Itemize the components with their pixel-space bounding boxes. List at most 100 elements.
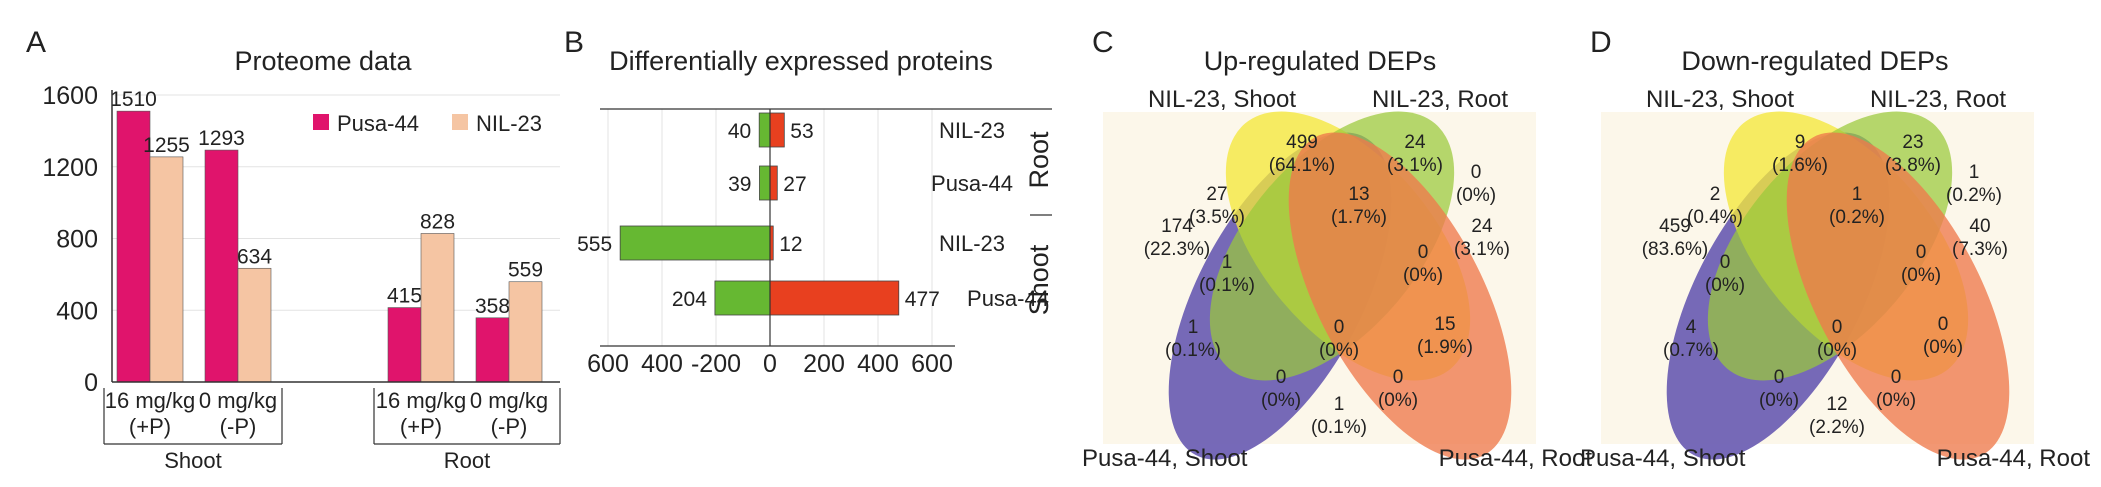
venn-region-count: 24 [1404,132,1426,153]
bar-pusa-44 [475,317,510,383]
x-category-label: 0 mg/kg [199,388,277,413]
y-tick-label: 800 [56,226,98,254]
ellipse-pusa-44-root [1288,132,1512,460]
panel-d-letter: D [1590,26,1612,59]
panel-c-title: Up-regulated DEPs [1204,46,1437,76]
x-tick-label: 600 [587,350,629,378]
venn-region-percent: (0%) [1705,275,1745,296]
venn-region-percent: (7.3%) [1952,239,2008,260]
x-tick-label: 400 [857,350,899,378]
venn-region-percent: (0%) [1456,185,1496,206]
venn-region-percent: (64.1%) [1269,155,1336,176]
y-tick-label: 0 [84,369,98,397]
panel-a-letter: A [26,26,46,59]
venn-region-percent: (3.1%) [1387,155,1443,176]
x-tick-label: 0 [763,350,777,378]
venn-region-percent: (0%) [1876,390,1916,411]
venn-region-count: 1 [1334,394,1345,415]
venn-region-percent: (0.1%) [1165,340,1221,361]
legend-label-nil-23: NIL-23 [476,111,542,136]
legend-swatch-pusa-44 [313,114,329,130]
venn-region-count: 499 [1286,132,1318,153]
venn-region-count: 1 [1969,162,1980,183]
venn-region-count: 0 [1471,162,1482,183]
venn-region-percent: (1.7%) [1331,207,1387,228]
bar-value-label: 1255 [143,134,190,157]
venn-region-percent: (0.4%) [1687,207,1743,228]
category-label: NIL-23 [939,118,1005,143]
bar-nil-23 [420,233,455,383]
venn-region-count: 0 [1774,367,1785,388]
venn-region-percent: (0.2%) [1829,207,1885,228]
set-label: NIL-23, Shoot [1646,86,1794,113]
bar-value-label: 39 [728,173,751,196]
venn-region-count: 0 [1832,317,1843,338]
venn-region-percent: (0%) [1378,390,1418,411]
venn-region-count: 1 [1188,317,1199,338]
venn-region-percent: (0%) [1403,265,1443,286]
category-label: Pusa-44 [967,286,1049,311]
x-category-label: (+P) [400,414,442,439]
venn-region-percent: (3.1%) [1454,239,1510,260]
venn-region-percent: (0%) [1759,390,1799,411]
venn-region-percent: (0.1%) [1199,275,1255,296]
panel-a-title: Proteome data [234,46,412,76]
bar-value-label: 12 [779,233,802,256]
x-category-label: 16 mg/kg [105,388,196,413]
venn-region-percent: (1.6%) [1772,155,1828,176]
panel-b: B Differentially expressed proteins 40 53… [564,26,1054,378]
x-category-label: (-P) [220,414,257,439]
venn-region-percent: (83.6%) [1642,239,1709,260]
venn-region-count: 0 [1938,314,1949,335]
group-label: Root [1024,131,1054,189]
x-category-label: (+P) [129,414,171,439]
y-tick-label: 400 [56,297,98,325]
venn-region-percent: (0%) [1923,337,1963,358]
set-label: NIL-23, Root [1372,86,1508,113]
bar-positive [769,165,778,201]
category-label: Pusa-44 [931,171,1013,196]
panel-a-bars: 1510 1293 415 358 1255 634 828 559 [110,88,543,383]
x-tick-label: -200 [691,350,741,378]
legend-label-pusa-44: Pusa-44 [337,111,419,136]
bar-value-label: 53 [790,120,813,143]
bar-nil-23 [237,267,272,383]
bar-value-label: 477 [905,288,940,311]
bar-value-label: 559 [508,259,543,282]
x-category-label: (-P) [491,414,528,439]
bar-value-label: 1510 [110,88,157,111]
x-tick-label: 600 [911,350,953,378]
venn-region-count: 4 [1686,317,1697,338]
bar-nil-23 [149,156,184,383]
bar-nil-23 [508,281,543,383]
panel-d: D Down-regulated DEPs NIL-23, Shoot NIL-2… [1580,26,2090,472]
venn-region-percent: (0%) [1319,340,1359,361]
ellipse-pusa-44-root [1786,132,2010,460]
bar-value-label: 1293 [198,127,245,150]
panel-b-letter: B [564,26,584,59]
venn-region-percent: (22.3%) [1144,239,1211,260]
bar-value-label: 27 [783,173,806,196]
panel-b-bars: 40 53 39 27 555 12 204 477 [577,112,940,316]
panel-b-axes: 600 400 -200 0 200 400 600 NIL-23 Pusa-44 NIL-23 P… [587,108,1054,378]
venn-region-percent: (0.2%) [1946,185,2002,206]
bar-value-label: 828 [420,210,455,233]
x-category-label: 0 mg/kg [470,388,548,413]
venn-region-count: 12 [1826,394,1847,415]
venn-region-count: 24 [1471,216,1493,237]
panel-a: A Proteome data 1510 1293 415 358 1255 634 828… [26,26,561,473]
set-label: NIL-23, Shoot [1148,86,1296,113]
panel-a-legend: Pusa-44 NIL-23 [313,111,542,136]
set-label: Pusa-44, Shoot [1580,445,1746,472]
venn-region-count: 0 [1276,367,1287,388]
set-label: Pusa-44, Shoot [1082,445,1248,472]
bar-value-label: 204 [672,288,707,311]
venn-down-regulated: NIL-23, Shoot NIL-23, Root Pusa-44, Shoot P… [1580,86,2090,472]
bar-negative [714,280,771,316]
venn-region-count: 0 [1720,252,1731,273]
venn-region-count: 9 [1795,132,1806,153]
venn-region-percent: (1.9%) [1417,337,1473,358]
venn-region-count: 2 [1710,184,1721,205]
bar-negative [758,112,771,148]
